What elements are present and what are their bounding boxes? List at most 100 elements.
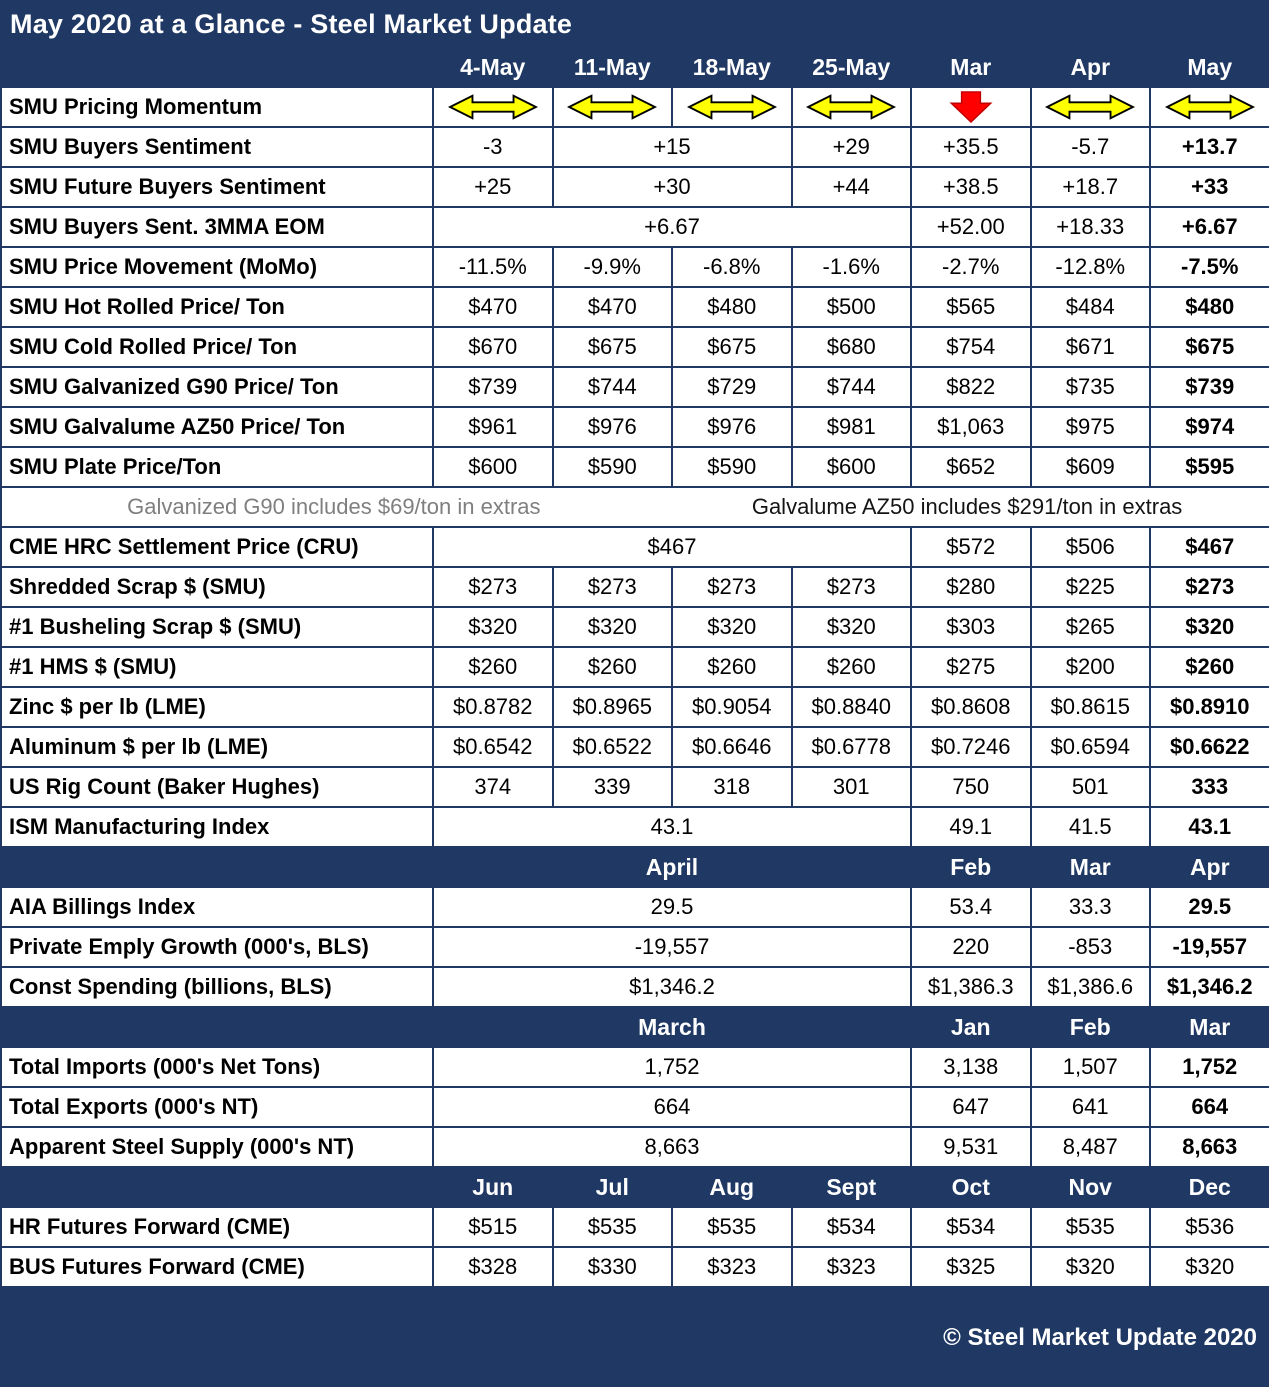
table-cell: $975 — [1029, 406, 1151, 448]
momentum-flat-icon — [447, 94, 538, 120]
table-cell: 220 — [910, 926, 1032, 968]
table-cell: +15 — [551, 126, 793, 168]
table-cell: $0.6522 — [551, 726, 673, 768]
table-cell: $280 — [910, 566, 1032, 608]
table-cell: +18.33 — [1029, 206, 1151, 248]
table-cell: $595 — [1149, 446, 1269, 488]
table-cell: 374 — [432, 766, 554, 808]
table-cell: $480 — [671, 286, 793, 328]
row-label: SMU Galvanized G90 Price/ Ton — [0, 366, 434, 408]
table-cell: $590 — [551, 446, 673, 488]
momentum-cell — [551, 86, 673, 128]
table-cell: +35.5 — [910, 126, 1032, 168]
table-cell: 664 — [1149, 1086, 1269, 1128]
section-header-cell: Feb — [1029, 1006, 1151, 1048]
table-cell: $260 — [1149, 646, 1269, 688]
table-cell: 641 — [1029, 1086, 1151, 1128]
table-cell: $320 — [790, 606, 912, 648]
table-cell: +29 — [790, 126, 912, 168]
table-row: SMU Buyers Sent. 3MMA EOM +6.67 +52.00 +18.… — [0, 206, 1269, 248]
table-row: SMU Hot Rolled Price/ Ton $470 $470 $480 $50… — [0, 286, 1269, 328]
table-cell: $0.6778 — [790, 726, 912, 768]
table-cell: $0.8608 — [910, 686, 1032, 728]
table-cell: $323 — [790, 1246, 912, 1288]
table-cell: +6.67 — [1149, 206, 1269, 248]
table-cell: $535 — [671, 1206, 793, 1248]
table-cell: $506 — [1029, 526, 1151, 568]
table-cell: $735 — [1029, 366, 1151, 408]
table-cell: $534 — [910, 1206, 1032, 1248]
table-cell: 33.3 — [1029, 886, 1151, 928]
momentum-flat-icon — [806, 94, 897, 120]
row-label: BUS Futures Forward (CME) — [0, 1246, 434, 1288]
row-label: Total Imports (000's Net Tons) — [0, 1046, 434, 1088]
momentum-cell — [671, 86, 793, 128]
table-row: BUS Futures Forward (CME) $328 $330 $323 $32… — [0, 1246, 1269, 1288]
table-cell: $1,346.2 — [1149, 966, 1269, 1008]
table-cell: $467 — [432, 526, 912, 568]
table-cell: $1,063 — [910, 406, 1032, 448]
table-cell: $536 — [1149, 1206, 1269, 1248]
table-cell: $600 — [790, 446, 912, 488]
table-cell: $330 — [551, 1246, 673, 1288]
table-row: SMU Price Movement (MoMo) -11.5% -9.9% -6.8… — [0, 246, 1269, 288]
section-header-cell: Mar — [1029, 846, 1151, 888]
table-row: Total Imports (000's Net Tons) 1,752 3,138… — [0, 1046, 1269, 1088]
table-cell: 53.4 — [910, 886, 1032, 928]
table-cell: $1,386.6 — [1029, 966, 1151, 1008]
row-label: Zinc $ per lb (LME) — [0, 686, 434, 728]
column-header: 11-May — [551, 46, 673, 88]
table-cell: $961 — [432, 406, 554, 448]
momentum-cell — [1149, 86, 1269, 128]
section-label-spacer — [0, 1166, 434, 1208]
section-header-cell: Sept — [790, 1166, 912, 1208]
column-header: Mar — [910, 46, 1032, 88]
section-header-cell: Jul — [551, 1166, 673, 1208]
table-cell: $320 — [432, 606, 554, 648]
table-cell: $0.8782 — [432, 686, 554, 728]
table-cell: 1,752 — [1149, 1046, 1269, 1088]
row-label: SMU Buyers Sent. 3MMA EOM — [0, 206, 434, 248]
note-galvalume-extras: Galvalume AZ50 includes $291/ton in extr… — [751, 494, 1183, 519]
table-cell: 301 — [790, 766, 912, 808]
row-label: #1 HMS $ (SMU) — [0, 646, 434, 688]
table-cell: $739 — [1149, 366, 1269, 408]
section-header-cell: Aug — [671, 1166, 793, 1208]
table-cell: $0.6594 — [1029, 726, 1151, 768]
table-cell: 501 — [1029, 766, 1151, 808]
table-row: SMU Pricing Momentum — [0, 86, 1269, 128]
momentum-down-icon — [949, 91, 993, 123]
table-cell: $535 — [1029, 1206, 1151, 1248]
table-cell: $981 — [790, 406, 912, 448]
corner-cell — [0, 46, 434, 88]
column-header: Apr — [1029, 46, 1151, 88]
table-cell: 29.5 — [432, 886, 912, 928]
table-cell: -5.7 — [1029, 126, 1151, 168]
table-cell: $675 — [671, 326, 793, 368]
table-cell: +13.7 — [1149, 126, 1269, 168]
section-header-cell: Apr — [1149, 846, 1269, 888]
table-cell: +33 — [1149, 166, 1269, 208]
table-cell: 9,531 — [910, 1126, 1032, 1168]
section-header-cell: Mar — [1149, 1006, 1269, 1048]
section-header-cell: Jun — [432, 1166, 554, 1208]
table-cell: 41.5 — [1029, 806, 1151, 848]
table-cell: +30 — [551, 166, 793, 208]
note-galvanized-extras: Galvanized G90 includes $69/ton in extra… — [127, 494, 541, 519]
table-cell: 333 — [1149, 766, 1269, 808]
table-cell: $260 — [671, 646, 793, 688]
extras-note: Galvanized G90 includes $69/ton in extra… — [3, 494, 1268, 520]
table-cell: $0.8840 — [790, 686, 912, 728]
table-cell: 43.1 — [1149, 806, 1269, 848]
table-cell: $467 — [1149, 526, 1269, 568]
table-cell: $729 — [671, 366, 793, 408]
section-header-cell: Dec — [1149, 1166, 1269, 1208]
row-label: AIA Billings Index — [0, 886, 434, 928]
momentum-flat-icon — [567, 94, 658, 120]
table-cell: $320 — [551, 606, 673, 648]
page-title: May 2020 at a Glance - Steel Market Upda… — [0, 0, 1269, 46]
row-label: Private Emply Growth (000's, BLS) — [0, 926, 434, 968]
section-header-cell: Oct — [910, 1166, 1032, 1208]
table-row: ISM Manufacturing Index 43.1 49.1 41.5 43.1 — [0, 806, 1269, 848]
